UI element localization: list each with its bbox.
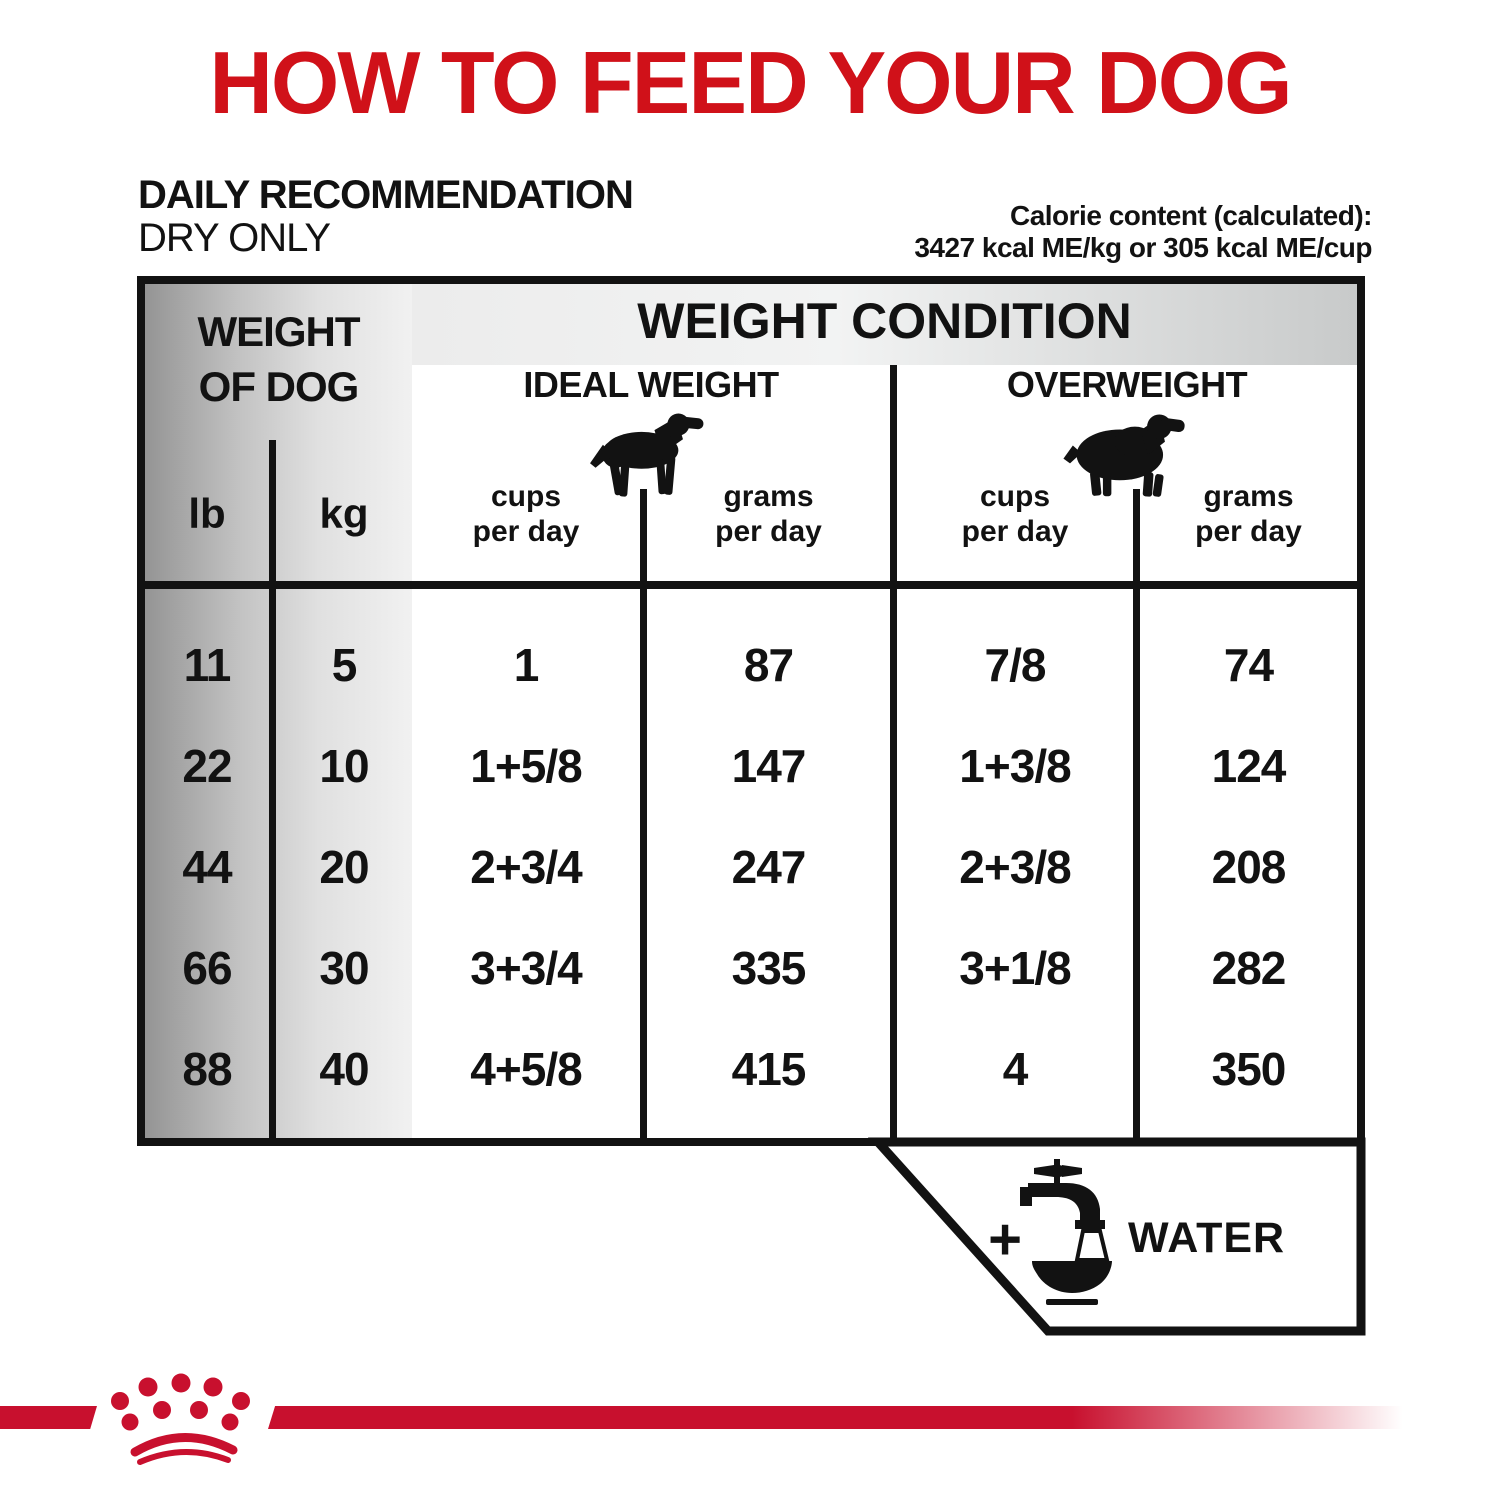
table-row: 22 10 1+5/8 147 1+3/8 124 <box>145 715 1357 816</box>
overweight-cups-value: 2+3/8 <box>959 840 1071 893</box>
dry-only-label: DRY ONLY <box>138 216 331 261</box>
water-label: WATER <box>1128 1214 1286 1262</box>
ideal-cups-value: 1 <box>513 638 540 691</box>
ideal-cups-header: cups per day <box>412 480 640 549</box>
overweight-grams-header: grams per day <box>1140 480 1357 549</box>
weight-of-dog-panel <box>145 284 412 1138</box>
table-body: 11 5 1 87 7/8 74 22 10 1+5/8 147 1+3/8 1… <box>145 614 1357 1119</box>
overweight-grams-value: 124 <box>1211 739 1287 792</box>
water-callout-box <box>867 1137 1366 1336</box>
overweight-header: OVERWEIGHT <box>1006 364 1248 405</box>
grams-label: grams <box>723 480 814 513</box>
kg-value: 20 <box>319 840 369 893</box>
kg-value: 10 <box>319 739 369 792</box>
overweight-cups-value: 4 <box>1002 1042 1029 1095</box>
weight-condition-header: WEIGHT CONDITION <box>637 293 1132 349</box>
kg-value: 30 <box>319 941 369 994</box>
per-day-label: per day <box>472 514 580 548</box>
weight-of-dog-line1: WEIGHT <box>197 308 361 355</box>
calorie-content-block: Calorie content (calculated): 3427 kcal … <box>914 200 1372 264</box>
cups-label: cups <box>490 480 562 513</box>
weight-condition-band <box>412 284 1357 365</box>
overweight-dog-icon <box>1063 414 1185 497</box>
table-row: 44 20 2+3/4 247 2+3/8 208 <box>145 816 1357 917</box>
overweight-cups-value: 7/8 <box>984 638 1047 691</box>
overweight-cups-value: 1+3/8 <box>959 739 1071 792</box>
lb-value: 11 <box>183 638 232 691</box>
ideal-cups-value: 1+5/8 <box>470 739 582 792</box>
cups-label: cups <box>979 480 1051 513</box>
ideal-weight-header: IDEAL WEIGHT <box>523 364 779 405</box>
ideal-cups-grams-divider <box>640 489 647 1138</box>
ideal-grams-value: 147 <box>731 739 807 792</box>
table-row: 11 5 1 87 7/8 74 <box>145 614 1357 715</box>
table-row: 66 30 3+3/4 335 3+1/8 282 <box>145 917 1357 1018</box>
lb-value: 22 <box>182 739 232 792</box>
overweight-grams-value: 74 <box>1223 638 1274 691</box>
ideal-overweight-divider <box>890 365 897 1138</box>
per-day-label: per day <box>715 514 822 548</box>
lb-value: 88 <box>182 1042 232 1095</box>
red-stripe-left <box>0 1406 97 1429</box>
ideal-cups-value: 3+3/4 <box>470 941 582 994</box>
red-stripe-right <box>268 1406 1450 1429</box>
overweight-cups-header: cups per day <box>897 480 1133 549</box>
ideal-grams-header: grams per day <box>647 480 890 549</box>
kg-value: 5 <box>331 638 358 691</box>
table-row: 88 40 4+5/8 415 4 350 <box>145 1018 1357 1119</box>
per-day-label: per day <box>1195 514 1302 548</box>
ideal-dog-icon <box>590 413 704 497</box>
ideal-grams-value: 335 <box>731 941 807 994</box>
overweight-cups-value: 3+1/8 <box>959 941 1071 994</box>
overweight-grams-value: 208 <box>1211 840 1287 893</box>
kg-column-header: kg <box>319 490 369 537</box>
ideal-cups-value: 2+3/4 <box>470 840 582 893</box>
ideal-cups-value: 4+5/8 <box>470 1042 582 1095</box>
weight-of-dog-line2: OF DOG <box>198 363 360 411</box>
page-title: HOW TO FEED YOUR DOG <box>209 33 1292 132</box>
weight-of-dog-header: WEIGHT OF DOG <box>145 304 412 415</box>
ideal-grams-value: 247 <box>731 840 807 893</box>
daily-recommendation-label: DAILY RECOMMENDATION <box>138 173 634 217</box>
kg-value: 40 <box>319 1042 369 1095</box>
overweight-grams-value: 350 <box>1211 1042 1287 1095</box>
feeding-table: WEIGHT OF DOG WEIGHT CONDITION IDEAL WEI… <box>137 276 1365 1146</box>
overweight-cups-grams-divider <box>1133 489 1140 1138</box>
grams-label: grams <box>1203 480 1294 513</box>
overweight-grams-value: 282 <box>1211 941 1287 994</box>
faucet-water-icon <box>1020 1159 1112 1305</box>
calorie-content-line1: Calorie content (calculated): <box>1009 200 1373 231</box>
royal-canin-crown-icon <box>111 1373 250 1465</box>
daily-recommendation-block: DAILY RECOMMENDATION DRY ONLY <box>138 173 634 261</box>
ideal-grams-value: 87 <box>743 638 794 691</box>
header-divider-line <box>145 581 1357 589</box>
lb-value: 44 <box>182 840 232 893</box>
lb-value: 66 <box>182 941 232 994</box>
calorie-content-line2: 3427 kcal ME/kg or 305 kcal ME/cup <box>914 232 1372 264</box>
lb-column-header: lb <box>188 490 226 537</box>
plus-sign: + <box>988 1207 1022 1272</box>
ideal-grams-value: 415 <box>731 1042 807 1095</box>
lb-kg-divider <box>269 440 276 1138</box>
per-day-label: per day <box>961 514 1069 548</box>
